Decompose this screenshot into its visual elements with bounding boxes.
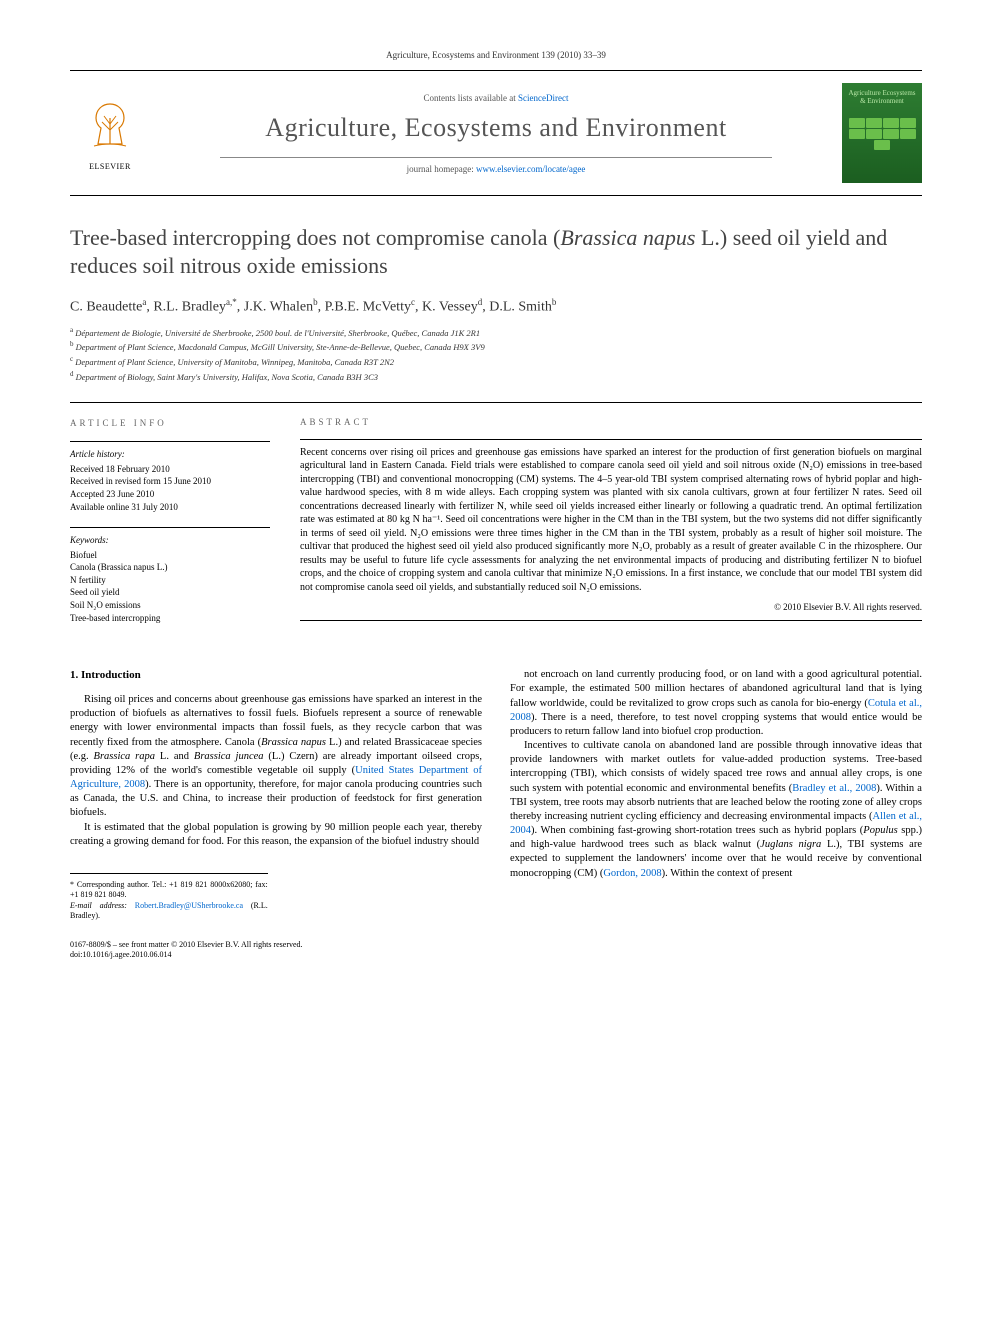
body-col-right: not encroach on land currently producing…	[510, 668, 922, 921]
issn-line: 0167-8809/$ – see front matter © 2010 El…	[70, 940, 922, 950]
journal-cover-thumb: Agriculture Ecosystems & Environment	[842, 83, 922, 183]
keywords-subhead: Keywords:	[70, 534, 270, 547]
p3-a: not encroach on land currently producing…	[510, 669, 922, 708]
ref-bradley[interactable]: Bradley et al., 2008	[792, 783, 876, 794]
body-text: 1. Introduction Rising oil prices and co…	[70, 668, 922, 921]
masthead-center: Contents lists available at ScienceDirec…	[150, 93, 842, 174]
homepage-link[interactable]: www.elsevier.com/locate/agee	[476, 164, 585, 174]
keyword: N fertility	[70, 574, 270, 587]
title-italic: Brassica napus	[560, 225, 695, 250]
abstract-copyright: © 2010 Elsevier B.V. All rights reserved…	[300, 602, 922, 621]
journal-name: Agriculture, Ecosystems and Environment	[150, 113, 842, 143]
keyword: Canola (Brassica napus L.)	[70, 561, 270, 574]
intro-p3: not encroach on land currently producing…	[510, 668, 922, 739]
email-link[interactable]: Robert.Bradley@USherbrooke.ca	[135, 901, 243, 910]
doi-line: doi:10.1016/j.agee.2010.06.014	[70, 950, 922, 960]
intro-p4: Incentives to cultivate canola on abando…	[510, 739, 922, 881]
keyword: Seed oil yield	[70, 586, 270, 599]
article-history: Article history: Received 18 February 20…	[70, 441, 270, 513]
p4-it2: Juglans nigra	[760, 839, 821, 850]
contents-prefix: Contents lists available at	[424, 93, 518, 103]
p1-it3: Brassica juncea	[194, 751, 264, 762]
abstract: ABSTRACT Recent concerns over rising oil…	[300, 417, 922, 639]
info-abstract-row: ARTICLE INFO Article history: Received 1…	[70, 402, 922, 639]
corresponding-author: * Corresponding author. Tel.: +1 819 821…	[70, 880, 268, 901]
homepage-line: journal homepage: www.elsevier.com/locat…	[220, 157, 772, 174]
keyword: Soil N₂O emissions	[70, 599, 270, 612]
intro-p2: It is estimated that the global populati…	[70, 821, 482, 849]
homepage-prefix: journal homepage:	[407, 164, 476, 174]
contents-line: Contents lists available at ScienceDirec…	[150, 93, 842, 103]
body-col-left: 1. Introduction Rising oil prices and co…	[70, 668, 482, 921]
affiliations: a Département de Biologie, Université de…	[70, 326, 922, 384]
publisher-name: ELSEVIER	[70, 162, 150, 171]
footnotes: * Corresponding author. Tel.: +1 819 821…	[70, 873, 268, 922]
ref-gordon[interactable]: Gordon, 2008	[603, 868, 661, 879]
running-header: Agriculture, Ecosystems and Environment …	[70, 50, 922, 60]
history-line: Received 18 February 2010	[70, 463, 270, 476]
title-part1: Tree-based intercropping does not compro…	[70, 225, 560, 250]
bottom-matter: 0167-8809/$ – see front matter © 2010 El…	[70, 940, 922, 961]
article-info-header: ARTICLE INFO	[70, 417, 270, 434]
history-line: Available online 31 July 2010	[70, 501, 270, 514]
email-label: E-mail address:	[70, 901, 135, 910]
affiliation: a Département de Biologie, Université de…	[70, 326, 922, 340]
p1-it2: Brassica rapa	[94, 751, 155, 762]
affiliation: c Department of Plant Science, Universit…	[70, 355, 922, 369]
p4-c: ). When combining fast-growing short-rot…	[531, 825, 863, 836]
keyword: Biofuel	[70, 549, 270, 562]
abstract-text: Recent concerns over rising oil prices a…	[300, 439, 922, 595]
abstract-header: ABSTRACT	[300, 417, 922, 431]
p4-f: ). Within the context of present	[662, 868, 793, 879]
history-line: Accepted 23 June 2010	[70, 488, 270, 501]
cover-pattern	[846, 118, 918, 150]
article-title: Tree-based intercropping does not compro…	[70, 224, 922, 279]
email-line: E-mail address: Robert.Bradley@USherbroo…	[70, 901, 268, 922]
cover-title: Agriculture Ecosystems & Environment	[846, 89, 918, 106]
authors: C. Beaudettea, R.L. Bradleya,*, J.K. Wha…	[70, 297, 922, 316]
keywords-block: Keywords: BiofuelCanola (Brassica napus …	[70, 527, 270, 624]
history-line: Received in revised form 15 June 2010	[70, 475, 270, 488]
masthead: ELSEVIER Contents lists available at Sci…	[70, 70, 922, 196]
publisher-block: ELSEVIER	[70, 96, 150, 171]
p4-it1: Populus	[863, 825, 897, 836]
elsevier-tree-icon	[80, 96, 140, 156]
p3-tail: ). There is a need, therefore, to test n…	[510, 712, 922, 737]
p1-m2: L. and	[155, 751, 194, 762]
p1-it1: Brassica napus	[261, 737, 326, 748]
article-info: ARTICLE INFO Article history: Received 1…	[70, 417, 270, 639]
sciencedirect-link[interactable]: ScienceDirect	[518, 93, 568, 103]
intro-heading: 1. Introduction	[70, 668, 482, 683]
affiliation: d Department of Biology, Saint Mary's Un…	[70, 370, 922, 384]
keyword: Tree-based intercropping	[70, 612, 270, 625]
history-subhead: Article history:	[70, 448, 270, 461]
affiliation: b Department of Plant Science, Macdonald…	[70, 340, 922, 354]
intro-p1: Rising oil prices and concerns about gre…	[70, 693, 482, 821]
